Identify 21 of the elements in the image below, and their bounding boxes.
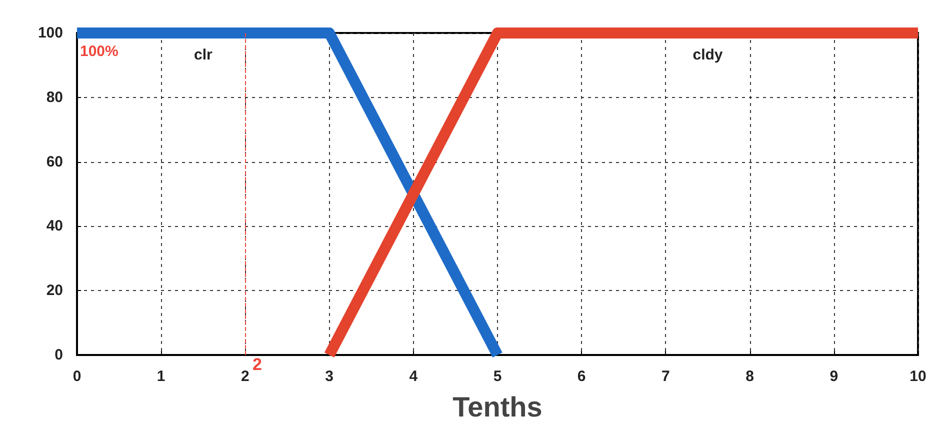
y-tick-label: 100 xyxy=(38,24,63,42)
x-tick-label: 2 xyxy=(241,368,250,385)
x-tick-label: 6 xyxy=(577,368,586,385)
x-tick-label: 5 xyxy=(493,368,502,385)
y-tick-label: 20 xyxy=(46,282,63,300)
y-tick-label: 80 xyxy=(46,88,63,106)
annotation: 100% xyxy=(80,43,118,60)
y-tick-label: 40 xyxy=(46,218,63,235)
x-tick-label: 9 xyxy=(830,368,838,385)
series-label: clr xyxy=(194,46,212,64)
x-tick-label: 1 xyxy=(156,368,166,385)
x-tick-label: 3 xyxy=(325,368,334,385)
x-axis-title: Tenths xyxy=(452,392,542,422)
x-tick-label: 10 xyxy=(910,368,926,385)
y-tick-label: 0 xyxy=(54,346,63,364)
x-tick-label: 7 xyxy=(662,368,670,385)
x-tick-label: 0 xyxy=(72,368,82,385)
x-tick-label: 8 xyxy=(746,368,754,385)
y-tick-label: 60 xyxy=(46,153,63,170)
x-tick-label: 4 xyxy=(409,368,418,385)
series-label: cldy xyxy=(692,46,724,64)
